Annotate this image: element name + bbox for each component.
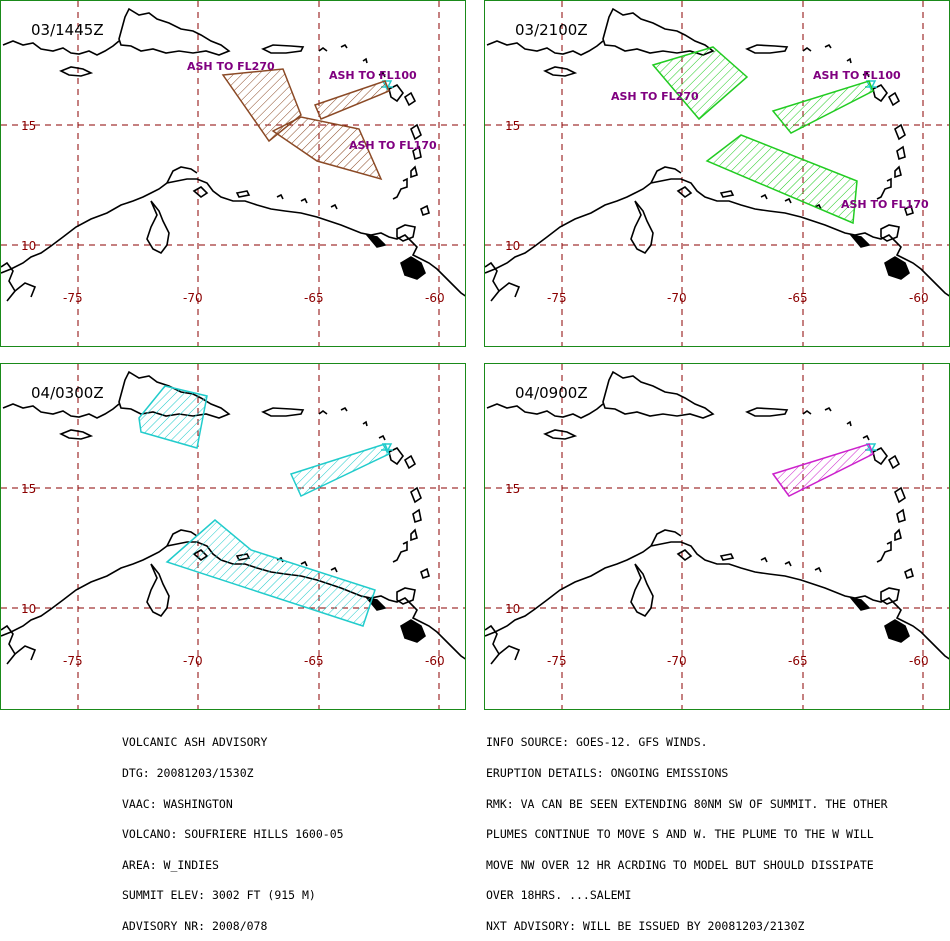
coastlines bbox=[485, 7, 949, 302]
lat-tick-10: 10 bbox=[505, 239, 520, 253]
lon-tick-65: -65 bbox=[788, 654, 808, 668]
map-2: 03/2100Z ASH TO FL270 ASH TO FL100 ASH T… bbox=[485, 1, 949, 346]
lat-tick-10: 10 bbox=[21, 602, 36, 616]
lon-tick-75: -75 bbox=[63, 654, 83, 668]
ash-plume-south bbox=[165, 519, 376, 627]
lon-tick-60: -60 bbox=[425, 291, 445, 305]
lon-tick-75: -75 bbox=[547, 654, 567, 668]
panel-time-3: 04/0300Z bbox=[31, 384, 104, 402]
lat-tick-10: 10 bbox=[21, 239, 36, 253]
panel-time-4: 04/0900Z bbox=[515, 384, 588, 402]
lon-tick-70: -70 bbox=[183, 291, 203, 305]
info-line: ERUPTION DETAILS: ONGOING EMISSIONS bbox=[486, 766, 729, 780]
ash-plume-north bbox=[771, 443, 874, 497]
ash-plumes bbox=[221, 68, 390, 181]
advisory-line: VAAC: WASHINGTON bbox=[122, 796, 233, 811]
advisory-info: INFO SOURCE: GOES-12. GFS WINDS. ERUPTIO… bbox=[486, 717, 888, 941]
plume-label-fl170: ASH TO FL170 bbox=[349, 139, 437, 152]
coastlines bbox=[1, 7, 465, 302]
ash-plume-south bbox=[705, 134, 858, 225]
ash-plume-north bbox=[289, 443, 390, 498]
ash-plumes bbox=[771, 443, 874, 497]
advisory-line: AREA: W_INDIES bbox=[122, 857, 219, 872]
ash-plume-hispaniola bbox=[138, 385, 208, 449]
panel-time-1: 03/1445Z bbox=[31, 21, 104, 39]
coastlines bbox=[485, 370, 949, 665]
lat-lon-grid bbox=[485, 364, 949, 709]
lon-tick-75: -75 bbox=[63, 291, 83, 305]
map-4: 04/0900Z 15 10 -75 -70 -65 -60 bbox=[485, 364, 949, 709]
plume-label-fl100: ASH TO FL100 bbox=[329, 69, 417, 82]
lon-tick-65: -65 bbox=[304, 291, 324, 305]
advisory-header: VOLCANIC ASH ADVISORY DTG: 20081203/1530… bbox=[122, 717, 344, 941]
ash-plumes bbox=[138, 385, 390, 627]
info-line: MOVE NW OVER 12 HR ACRDING TO MODEL BUT … bbox=[486, 857, 874, 872]
advisory-line: ADVISORY NR: 2008/078 bbox=[122, 918, 268, 933]
lat-tick-15: 15 bbox=[21, 119, 36, 133]
ash-plume-northwest bbox=[651, 46, 749, 121]
lat-tick-15: 15 bbox=[505, 482, 520, 496]
forecast-panel-3: 04/0300Z 15 10 -75 -70 -65 -60 bbox=[0, 363, 466, 710]
plume-label-fl100: ASH TO FL100 bbox=[813, 69, 901, 82]
lat-tick-15: 15 bbox=[21, 482, 36, 496]
ash-plume-south bbox=[271, 116, 383, 181]
info-line: NXT ADVISORY: WILL BE ISSUED BY 20081203… bbox=[486, 918, 805, 933]
lon-tick-70: -70 bbox=[667, 291, 687, 305]
advisory-line: DTG: 20081203/1530Z bbox=[122, 766, 254, 780]
forecast-panel-1: 03/1445Z ASH TO FL270 ASH TO FL100 ASH T… bbox=[0, 0, 466, 347]
advisory-line: SUMMIT ELEV: 3002 FT (915 M) bbox=[122, 888, 316, 903]
lon-tick-60: -60 bbox=[909, 291, 929, 305]
info-line: RMK: VA CAN BE SEEN EXTENDING 80NM SW OF… bbox=[486, 796, 888, 811]
lon-tick-70: -70 bbox=[667, 654, 687, 668]
ash-plume-north bbox=[313, 80, 390, 120]
plume-label-fl170: ASH TO FL170 bbox=[841, 198, 929, 211]
plume-label-fl270: ASH TO FL270 bbox=[611, 90, 699, 103]
forecast-panel-2: 03/2100Z ASH TO FL270 ASH TO FL100 ASH T… bbox=[484, 0, 950, 347]
map-3: 04/0300Z 15 10 -75 -70 -65 -60 bbox=[1, 364, 465, 709]
ash-plume-north bbox=[771, 80, 874, 134]
advisory-line: VOLCANIC ASH ADVISORY bbox=[122, 735, 268, 750]
map-1: 03/1445Z ASH TO FL270 ASH TO FL100 ASH T… bbox=[1, 1, 465, 346]
lon-tick-75: -75 bbox=[547, 291, 567, 305]
lon-tick-65: -65 bbox=[304, 654, 324, 668]
lon-tick-60: -60 bbox=[425, 654, 445, 668]
plume-label-fl270: ASH TO FL270 bbox=[187, 60, 275, 73]
lat-tick-15: 15 bbox=[505, 119, 520, 133]
lon-tick-70: -70 bbox=[183, 654, 203, 668]
lat-lon-grid bbox=[1, 1, 465, 346]
forecast-panel-4: 04/0900Z 15 10 -75 -70 -65 -60 bbox=[484, 363, 950, 710]
panel-time-2: 03/2100Z bbox=[515, 21, 588, 39]
ash-plumes bbox=[651, 46, 874, 225]
lon-tick-65: -65 bbox=[788, 291, 808, 305]
advisory-line: VOLCANO: SOUFRIERE HILLS 1600-05 bbox=[122, 827, 344, 842]
coastlines bbox=[1, 370, 465, 665]
ash-plume-west bbox=[221, 68, 302, 143]
info-line: OVER 18HRS. ...SALEMI bbox=[486, 888, 632, 903]
info-line: INFO SOURCE: GOES-12. GFS WINDS. bbox=[486, 735, 708, 750]
lon-tick-60: -60 bbox=[909, 654, 929, 668]
lat-tick-10: 10 bbox=[505, 602, 520, 616]
info-line: PLUMES CONTINUE TO MOVE S AND W. THE PLU… bbox=[486, 827, 874, 842]
